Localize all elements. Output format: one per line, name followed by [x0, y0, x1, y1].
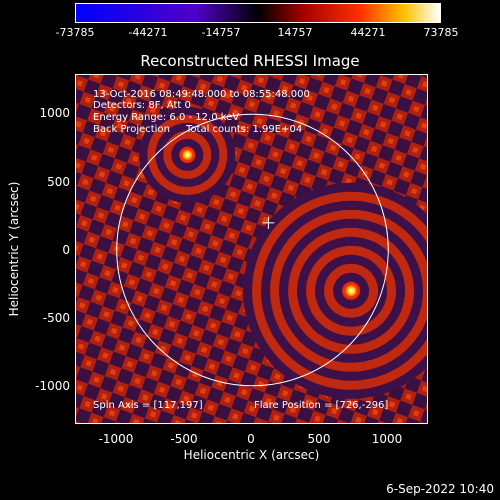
x-tick-label: 0	[247, 432, 255, 446]
x-tick-label: 500	[307, 432, 331, 446]
y-tick-label: 500	[47, 175, 70, 189]
colorbar-tick-label: -44271	[128, 26, 168, 39]
x-axis-label: Heliocentric X (arcsec)	[183, 448, 320, 462]
y-axis-label: Heliocentric Y (arcsec)	[7, 181, 21, 317]
x-tick-label: 1000	[371, 432, 403, 446]
colorbar-tick-label: -73785	[55, 26, 95, 39]
y-tick-label: 1000	[39, 106, 70, 120]
colorbar-gradient	[76, 4, 440, 22]
image-title: Reconstructed RHESSI Image	[140, 52, 360, 70]
colorbar-tick-label: -14757	[201, 26, 241, 39]
solar-limb-circle	[116, 113, 389, 387]
spin-axis-text: Spin Axis = [117,197]	[93, 400, 203, 411]
flare-position-text: Flare Position = [726,-296]	[254, 400, 389, 411]
rhessi-image-plot: 13-Oct-2016 08:49:48.000 to 08:55:48.000…	[75, 74, 428, 424]
detectors-text: Detectors: 8F, Att 0	[93, 100, 191, 111]
y-tick-label: -1000	[35, 379, 70, 393]
method-text: Back Projection	[93, 124, 170, 135]
timestamp: 6-Sep-2022 10:40	[386, 482, 494, 496]
spin-axis-marker	[262, 216, 275, 229]
colorbar-tick-label: 44271	[350, 26, 386, 39]
x-tick-label: -500	[170, 432, 198, 446]
y-tick-label: -500	[42, 311, 70, 325]
x-tick-label: -1000	[98, 432, 134, 446]
flare-source-main	[341, 280, 362, 301]
colorbar-tick-label: 73785	[423, 26, 459, 39]
time-range-text: 13-Oct-2016 08:49:48.000 to 08:55:48.000	[93, 89, 310, 100]
reconstructed-image	[76, 75, 427, 423]
y-tick-label: 0	[62, 243, 70, 257]
energy-range-text: Energy Range: 6.0 - 12.0 keV	[93, 112, 240, 123]
total-counts-text: Total counts: 1.99E+04	[186, 124, 303, 135]
colorbar-tick-label: 14757	[277, 26, 313, 39]
flare-source-secondary	[178, 145, 197, 164]
colorbar	[75, 3, 441, 23]
